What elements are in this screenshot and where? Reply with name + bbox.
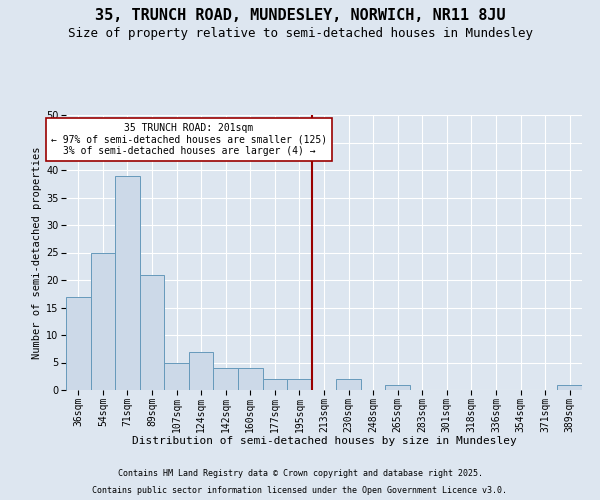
Bar	[214, 368, 238, 390]
Bar	[385, 384, 410, 390]
Bar	[164, 362, 189, 390]
Text: Size of property relative to semi-detached houses in Mundesley: Size of property relative to semi-detach…	[67, 28, 533, 40]
Y-axis label: Number of semi-detached properties: Number of semi-detached properties	[32, 146, 41, 359]
Bar	[189, 352, 214, 390]
X-axis label: Distribution of semi-detached houses by size in Mundesley: Distribution of semi-detached houses by …	[131, 436, 517, 446]
Text: 35, TRUNCH ROAD, MUNDESLEY, NORWICH, NR11 8JU: 35, TRUNCH ROAD, MUNDESLEY, NORWICH, NR1…	[95, 8, 505, 22]
Text: 35 TRUNCH ROAD: 201sqm
← 97% of semi-detached houses are smaller (125)
3% of sem: 35 TRUNCH ROAD: 201sqm ← 97% of semi-det…	[51, 123, 327, 156]
Bar	[91, 252, 115, 390]
Bar	[557, 384, 582, 390]
Bar	[115, 176, 140, 390]
Text: Contains public sector information licensed under the Open Government Licence v3: Contains public sector information licen…	[92, 486, 508, 495]
Bar	[66, 296, 91, 390]
Bar	[140, 274, 164, 390]
Bar	[336, 379, 361, 390]
Bar	[238, 368, 263, 390]
Bar	[287, 379, 312, 390]
Text: Contains HM Land Registry data © Crown copyright and database right 2025.: Contains HM Land Registry data © Crown c…	[118, 468, 482, 477]
Bar	[263, 379, 287, 390]
